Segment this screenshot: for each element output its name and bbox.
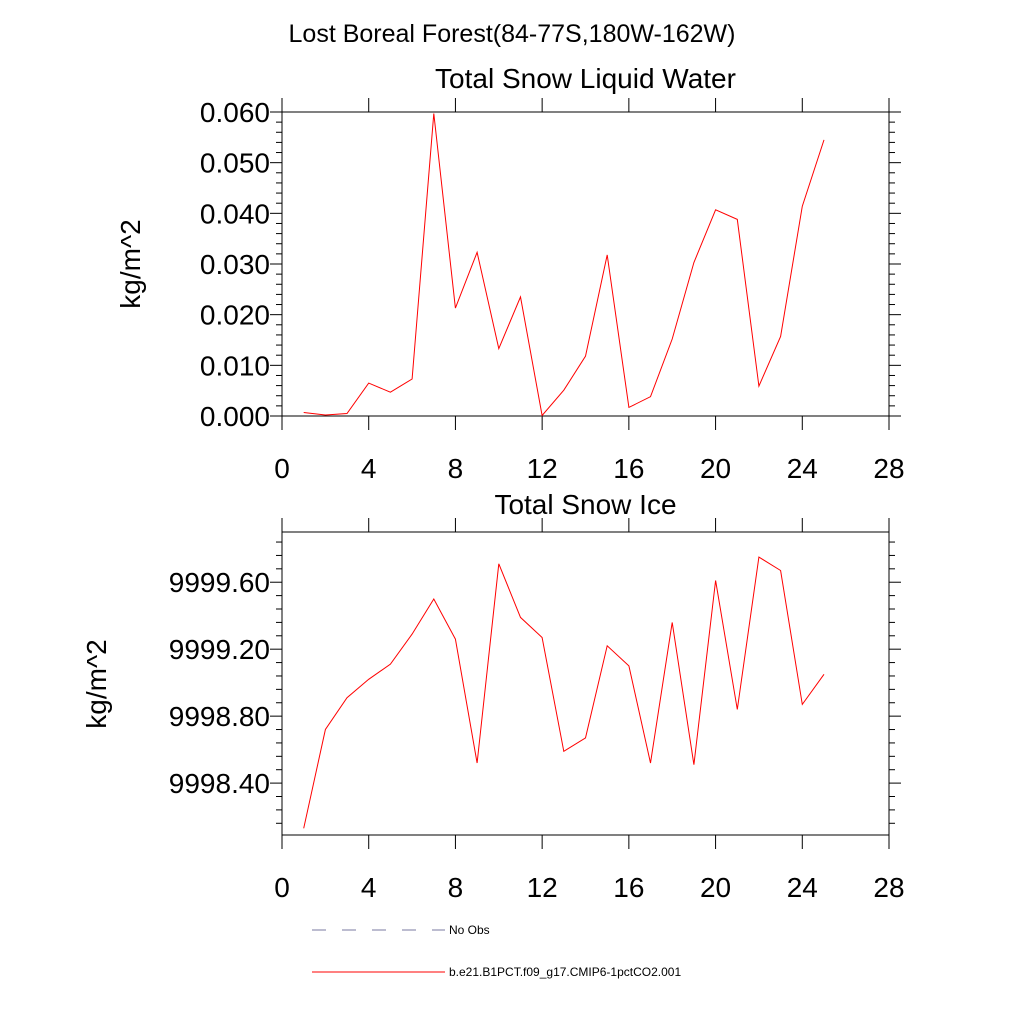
panel-snow-liquid-water: Total Snow Liquid Water kg/m^2 0 4 8 12 16 20 24… [115, 63, 905, 484]
data-point [563, 751, 564, 752]
data-point [563, 390, 564, 391]
data-point [650, 396, 651, 397]
x-tick-label: 0 [274, 453, 290, 484]
data-point [325, 729, 326, 730]
panel-title: Total Snow Liquid Water [435, 63, 736, 94]
x-tick-label: 4 [361, 872, 377, 903]
y-axis-label: kg/m^2 [115, 219, 146, 308]
data-point [542, 637, 543, 638]
x-tick-label: 0 [274, 872, 290, 903]
data-point [780, 570, 781, 571]
data-point [650, 763, 651, 764]
x-tick-label: 20 [700, 872, 731, 903]
legend-label-no-obs: No Obs [449, 923, 490, 937]
data-point [737, 709, 738, 710]
data-point [520, 617, 521, 618]
y-tick-label: 9999.60 [169, 567, 270, 598]
data-point [325, 414, 326, 415]
data-point [607, 254, 608, 255]
series-line [303, 113, 825, 417]
data-point [693, 764, 694, 765]
plot-frame [281, 531, 890, 836]
data-point [477, 763, 478, 764]
data-point [672, 338, 673, 339]
data-point [412, 379, 413, 380]
data-point [628, 407, 629, 408]
legend-label-model: b.e21.B1PCT.f09_g17.CMIP6-1pctCO2.001 [449, 965, 681, 979]
data-point [802, 206, 803, 207]
data-point [433, 113, 434, 114]
data-point [758, 557, 759, 558]
y-tick-label: 0.040 [200, 198, 270, 229]
x-tick-label: 16 [613, 453, 644, 484]
data-point [368, 679, 369, 680]
y-tick-label: 0.030 [200, 249, 270, 280]
data-point [607, 645, 608, 646]
data-point [758, 386, 759, 387]
data-point [693, 262, 694, 263]
data-point [672, 622, 673, 623]
y-tick-label: 9999.20 [169, 634, 270, 665]
x-tick-label: 8 [448, 872, 464, 903]
data-point [498, 563, 499, 564]
data-point [715, 580, 716, 581]
data-point [347, 413, 348, 414]
data-point [823, 139, 824, 140]
data-point [542, 415, 543, 416]
data-point [368, 383, 369, 384]
y-tick-label: 0.020 [200, 300, 270, 331]
series-line [303, 556, 825, 829]
x-tick-label: 24 [787, 872, 818, 903]
data-point [715, 209, 716, 210]
data-point [347, 697, 348, 698]
data-point [585, 356, 586, 357]
data-point [802, 704, 803, 705]
x-tick-label: 20 [700, 453, 731, 484]
x-tick-label: 12 [527, 453, 558, 484]
x-tick-label: 24 [787, 453, 818, 484]
x-tick-label: 28 [873, 872, 904, 903]
y-tick-label: 0.060 [200, 97, 270, 128]
y-tick-label: 0.000 [200, 401, 270, 432]
y-axis-label: kg/m^2 [81, 639, 112, 728]
legend: No Obs b.e21.B1PCT.f09_g17.CMIP6-1pctCO2… [312, 923, 681, 979]
x-tick-label: 28 [873, 453, 904, 484]
data-point [780, 336, 781, 337]
data-point [477, 252, 478, 253]
data-point [520, 296, 521, 297]
data-point [303, 828, 304, 829]
data-point [433, 598, 434, 599]
plot-frame [281, 111, 890, 417]
y-tick-label: 0.050 [200, 148, 270, 179]
panel-snow-ice: Total Snow Ice kg/m^2 0 4 8 12 16 20 24 28 9998.40… [81, 489, 905, 903]
data-point [455, 639, 456, 640]
y-tick-label: 9998.80 [169, 701, 270, 732]
x-tick-label: 4 [361, 453, 377, 484]
x-tick-label: 16 [613, 872, 644, 903]
data-point [737, 219, 738, 220]
data-point [585, 737, 586, 738]
panel-title: Total Snow Ice [494, 489, 676, 520]
data-point [303, 412, 304, 413]
y-tick-label: 0.010 [200, 350, 270, 381]
data-point [628, 665, 629, 666]
x-tick-label: 8 [448, 453, 464, 484]
data-point [823, 674, 824, 675]
data-point [390, 664, 391, 665]
data-point [455, 308, 456, 309]
data-point [412, 634, 413, 635]
figure-suptitle: Lost Boreal Forest(84-77S,180W-162W) [289, 20, 736, 48]
y-tick-label: 9998.40 [169, 768, 270, 799]
data-point [390, 392, 391, 393]
x-tick-label: 12 [527, 872, 558, 903]
data-point [498, 348, 499, 349]
